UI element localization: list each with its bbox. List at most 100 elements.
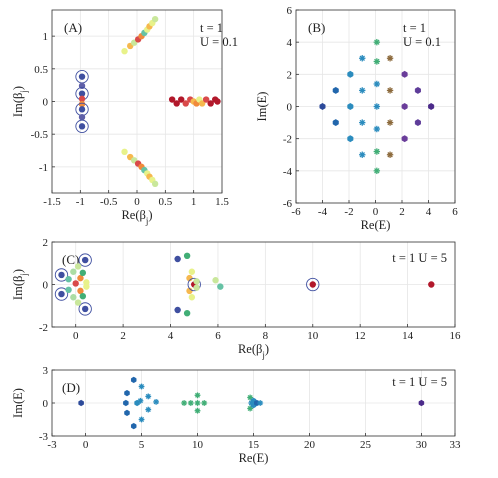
data-point: [168, 96, 176, 103]
y-tick-label: 0: [43, 97, 49, 109]
data-point: [72, 280, 79, 287]
data-point: [78, 73, 86, 80]
x-tick-label: 6: [215, 330, 221, 342]
data-point-star: [373, 148, 381, 155]
data-point-star: [386, 151, 394, 158]
param-text: t = 1 U = 5: [392, 375, 447, 389]
panel-a: -1.5 -1 -0.5 0 0.5 1 1.5 -1 -0.5 0 0.5 1 Re(βj) Im(βj…: [11, 9, 238, 226]
param-text: t = 1: [403, 21, 426, 35]
x-tick-label: 25: [360, 439, 372, 451]
y-tick-label: 2: [287, 69, 293, 81]
y-tick-label: -4: [283, 166, 293, 178]
data-point: [83, 283, 90, 290]
y-axis-label: Im(E): [255, 92, 269, 122]
data-point-star: [153, 399, 160, 405]
data-point-star: [138, 383, 145, 390]
data-point-star: [373, 38, 381, 46]
data-point: [121, 47, 128, 55]
x-tick-label: 10: [307, 330, 319, 342]
x-tick-label: -1: [76, 196, 85, 208]
data-point-hex: [401, 70, 408, 78]
data-point: [78, 90, 86, 97]
y-tick-label: 6: [287, 5, 293, 17]
x-tick-label: 4: [426, 206, 432, 218]
x-tick-label: -6: [291, 206, 301, 218]
data-point-star: [386, 87, 394, 94]
data-point: [214, 98, 221, 105]
x-tick-label: 2: [120, 330, 126, 342]
y-tick-label: 1: [43, 31, 49, 43]
x-tick-label: -1.5: [43, 196, 61, 208]
panel-b: -6 -4 -2 0 2 4 6 -6 -4 -2 0 2 4 6 Re(E) Im(E) (B) t = 1U …: [255, 5, 458, 232]
data-point-ring: [187, 277, 201, 292]
param-text: U = 0.1: [200, 35, 238, 49]
data-point-ring: [306, 277, 320, 292]
data-point-hex: [347, 103, 354, 110]
data-point-ring: [78, 253, 92, 267]
data-point: [207, 100, 214, 107]
data-point-hex: [124, 389, 130, 397]
data-point: [193, 278, 200, 285]
x-tick-label: 14: [402, 330, 414, 342]
data-point: [151, 180, 159, 188]
data-point: [174, 255, 181, 263]
data-point: [81, 305, 89, 313]
data-point: [65, 275, 72, 283]
data-point: [217, 283, 224, 290]
x-tick-label: 0: [373, 206, 379, 218]
panel-d: -3 0 5 10 15 20 25 30 33 -3 0 3 Re(E) Im(E) (D) t = 1 U…: [11, 365, 461, 465]
x-tick-label: -2: [344, 206, 353, 218]
panel-label: (A): [64, 20, 82, 35]
data-point: [188, 268, 196, 275]
data-point: [74, 263, 82, 270]
data-point: [178, 96, 185, 103]
data-point-star: [386, 119, 394, 126]
data-point: [173, 100, 180, 107]
x-tick-label: -4: [318, 206, 328, 218]
data-point-star: [373, 103, 381, 110]
panel-label: (C): [62, 252, 79, 267]
data-point: [186, 274, 193, 282]
data-point-hex: [401, 103, 408, 110]
data-point-ring: [78, 302, 92, 316]
x-tick-label: 5: [139, 439, 145, 451]
panel-label: (D): [62, 380, 80, 395]
data-point: [202, 96, 210, 103]
data-point-star: [181, 400, 187, 406]
data-point: [193, 284, 200, 291]
data-point: [77, 274, 84, 282]
panel-label: (B): [308, 20, 325, 35]
data-point: [186, 287, 193, 295]
data-point-star: [138, 416, 145, 423]
data-point-star: [359, 119, 366, 126]
x-axis-label: Re(E): [239, 451, 269, 465]
y-tick-label: 4: [287, 37, 293, 49]
data-point: [151, 15, 159, 23]
data-point: [58, 271, 65, 279]
data-point: [121, 148, 128, 156]
y-tick-label: 0: [287, 102, 293, 114]
data-point-hex: [78, 399, 84, 407]
param-text: t = 1 U = 5: [392, 251, 447, 265]
data-point-star: [373, 167, 381, 175]
x-tick-label: 0: [73, 330, 79, 342]
x-tick-label: 10: [192, 439, 204, 451]
y-axis-label: Im(βj): [11, 269, 29, 300]
param-text: U = 0.1: [403, 35, 441, 49]
data-point-star: [359, 55, 366, 62]
data-point: [78, 123, 86, 130]
data-point-star: [373, 125, 381, 133]
data-point: [58, 290, 65, 298]
data-point: [65, 286, 72, 294]
x-tick-label: 6: [452, 206, 458, 218]
x-tick-label: 12: [355, 330, 366, 342]
data-point-hex: [428, 103, 435, 110]
data-point-star: [257, 400, 264, 406]
data-point-hex: [130, 376, 137, 384]
y-tick-label: -6: [283, 198, 293, 210]
data-point-star: [137, 397, 144, 404]
data-point: [81, 256, 89, 264]
data-point-star: [201, 400, 208, 406]
y-tick-label: 0: [43, 398, 49, 410]
data-point-star: [194, 400, 201, 406]
